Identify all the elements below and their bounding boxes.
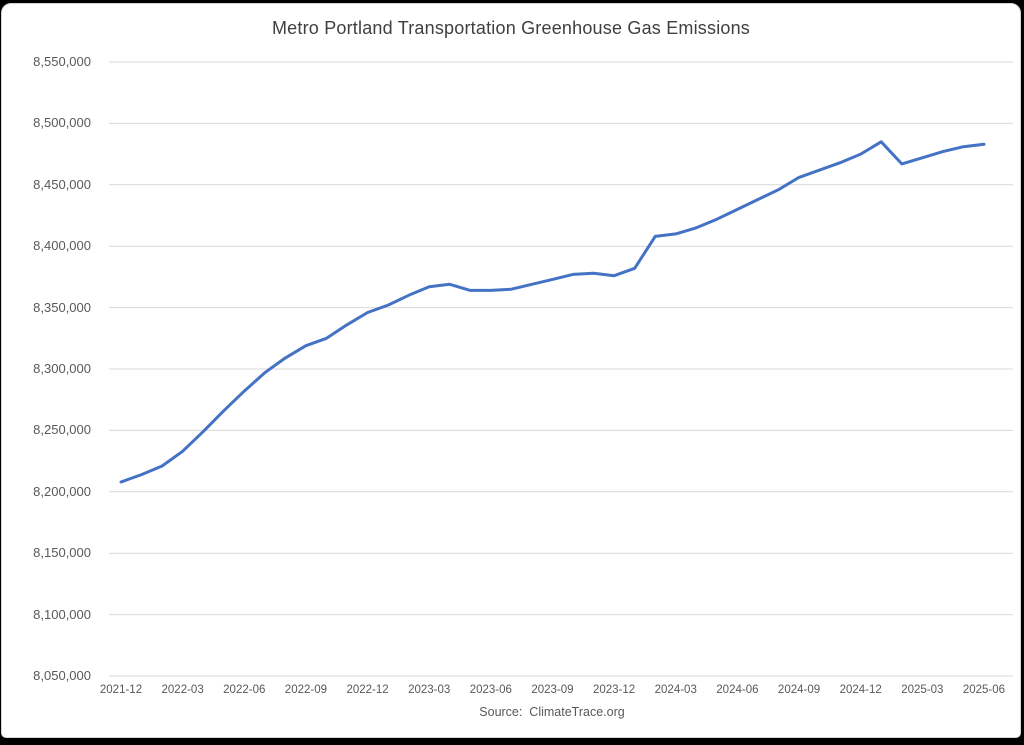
x-axis-tick-label: 2023-09	[531, 684, 574, 696]
x-axis-tick-label: 2024-12	[839, 684, 882, 696]
y-axis-tick-label: 8,050,000	[33, 668, 91, 683]
y-axis-tick-label: 8,500,000	[33, 115, 91, 131]
y-axis-tick-label: 8,200,000	[33, 483, 91, 499]
x-axis-tick-label: 2022-03	[161, 684, 204, 696]
y-axis-tick-label: 8,100,000	[33, 606, 91, 622]
emissions-line-series	[119, 140, 986, 484]
x-axis-tick-label: 2024-06	[716, 684, 759, 696]
line-chart-plot-area	[109, 61, 1013, 677]
source-caption: Source: ClimateTrace.org	[479, 705, 625, 719]
y-axis-tick-label: 8,450,000	[33, 176, 91, 192]
y-axis-tick-label: 8,250,000	[33, 422, 91, 438]
chart-window: Metro Portland Transportation Greenhouse…	[1, 3, 1021, 738]
x-axis-tick-label: 2024-09	[777, 684, 821, 696]
x-axis-tick-label: 2023-12	[593, 684, 636, 696]
y-axis-tick-label: 8,350,000	[33, 299, 91, 315]
y-axis-tick-label: 8,150,000	[33, 545, 91, 561]
y-axis-tick-label: 8,550,000	[33, 54, 91, 69]
x-axis-tick-label: 2024-03	[654, 684, 697, 696]
y-axis-tick-label: 8,300,000	[33, 361, 91, 376]
x-axis-tick-label: 2023-06	[469, 684, 512, 696]
chart-title: Metro Portland Transportation Greenhouse…	[271, 18, 751, 38]
x-axis-tick-label: 2022-12	[346, 684, 389, 696]
y-axis-tick-label: 8,400,000	[33, 238, 91, 254]
x-axis-tick-label: 2021-12	[99, 684, 143, 696]
x-axis-tick-label: 2022-06	[223, 684, 266, 696]
x-axis-tick-label: 2022-09	[284, 684, 328, 696]
x-axis-tick-label: 2023-03	[408, 684, 451, 696]
x-axis-tick-label: 2025-06	[962, 684, 1006, 696]
x-axis-tick-label: 2025-03	[901, 684, 944, 696]
